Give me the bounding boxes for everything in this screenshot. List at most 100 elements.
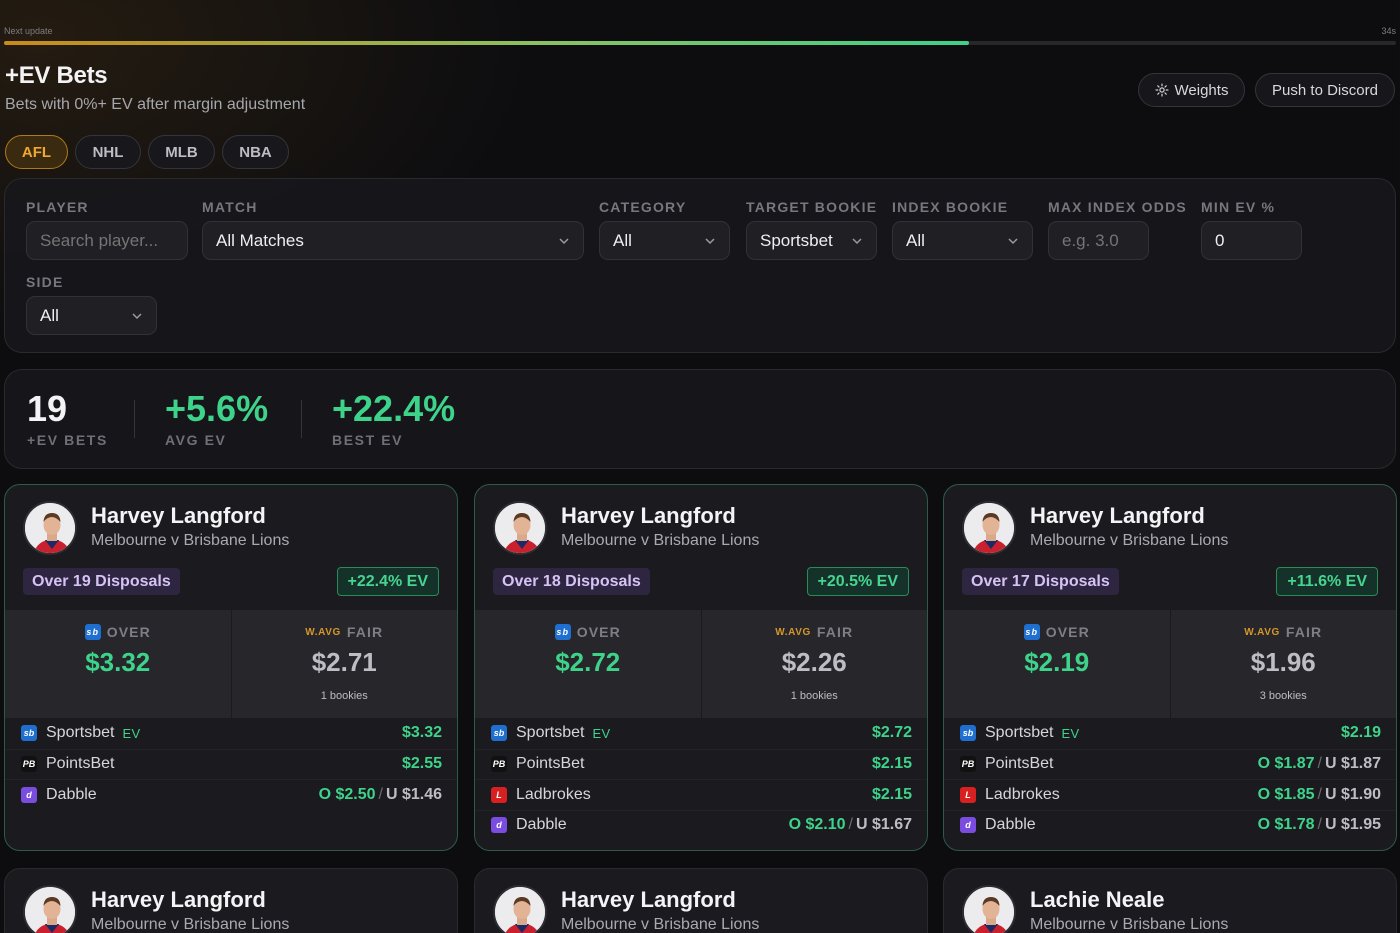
bookie-row: PB PointsBet $2.55 bbox=[5, 748, 457, 780]
bookie-name: Dabble bbox=[985, 816, 1036, 834]
avg-ev-label: AVG EV bbox=[165, 432, 227, 448]
ev-badge: +20.5% EV bbox=[806, 567, 909, 596]
next-update-label: Next update bbox=[4, 26, 53, 36]
bookie-name: Sportsbet bbox=[516, 724, 585, 742]
update-progress-fill bbox=[4, 41, 969, 45]
bet-card[interactable]: Harvey Langford Melbourne v Brisbane Lion… bbox=[943, 484, 1397, 851]
stat-divider bbox=[134, 400, 135, 438]
market-badge: Over 18 Disposals bbox=[493, 568, 650, 595]
tab-nba[interactable]: NBA bbox=[222, 135, 289, 169]
fair-header: W.AVG FAIR bbox=[702, 624, 928, 640]
player-photo bbox=[25, 887, 75, 933]
over-header: sb OVER bbox=[5, 624, 231, 640]
dabble-icon: d bbox=[960, 817, 976, 834]
player-name: Lachie Neale bbox=[1030, 887, 1165, 912]
wavg-label: W.AVG bbox=[775, 626, 811, 638]
ev-tag: EV bbox=[592, 725, 611, 741]
under-price: U $1.67 bbox=[855, 816, 912, 834]
under-price: U $1.46 bbox=[385, 785, 442, 803]
tab-mlb[interactable]: MLB bbox=[148, 135, 215, 169]
ladbrokes-icon: L bbox=[960, 786, 976, 803]
under-price: U $1.90 bbox=[1324, 785, 1381, 803]
category-select[interactable]: All bbox=[599, 221, 730, 260]
push-to-discord-button[interactable]: Push to Discord bbox=[1255, 73, 1395, 107]
ev-bets-label: +EV BETS bbox=[27, 432, 108, 448]
index-bookie-value: All bbox=[906, 230, 925, 250]
player-photo bbox=[495, 503, 545, 553]
player-name: Harvey Langford bbox=[561, 503, 736, 528]
odds-panel: sb OVER $2.19 W.AVG FAIR $1.96 3 bookies bbox=[944, 610, 1396, 718]
bookie-odds: O $2.50/U $1.46 bbox=[319, 786, 442, 804]
bookie-name: Ladbrokes bbox=[985, 785, 1060, 803]
odds-panel: sb OVER $2.72 W.AVG FAIR $2.26 1 bookies bbox=[475, 610, 927, 718]
side-select[interactable]: All bbox=[26, 296, 157, 335]
best-ev-value: +22.4% bbox=[332, 388, 456, 429]
bet-card[interactable]: Harvey Langford Melbourne v Brisbane Lion… bbox=[474, 868, 928, 933]
match-name: Melbourne v Brisbane Lions bbox=[561, 916, 760, 933]
chevron-down-icon bbox=[132, 313, 142, 320]
update-bar: Next update 34s bbox=[4, 26, 1396, 46]
bookie-name: PointsBet bbox=[516, 755, 585, 773]
sportsbet-icon: sb bbox=[491, 725, 507, 742]
over-odds: $2.19 bbox=[1024, 647, 1090, 677]
bookie-row: d Dabble O $1.78/U $1.95 bbox=[944, 809, 1396, 841]
fair-odds: $2.26 bbox=[781, 647, 847, 677]
min-ev-label: MIN EV % bbox=[1201, 199, 1276, 215]
target-bookie-select[interactable]: Sportsbet bbox=[746, 221, 877, 260]
separator: / bbox=[378, 785, 383, 803]
bookie-row: sb Sportsbet EV $2.72 bbox=[475, 718, 927, 749]
tab-nhl[interactable]: NHL bbox=[75, 135, 141, 169]
bookie-odds: O $2.10/U $1.67 bbox=[789, 816, 912, 834]
max-index-odds-input[interactable] bbox=[1048, 221, 1149, 260]
bet-card[interactable]: Harvey Langford Melbourne v Brisbane Lion… bbox=[4, 868, 458, 933]
bet-card[interactable]: Harvey Langford Melbourne v Brisbane Lion… bbox=[4, 484, 458, 851]
dabble-icon: d bbox=[491, 817, 507, 834]
bookie-odds: $2.19 bbox=[1340, 724, 1381, 742]
discord-label: Push to Discord bbox=[1272, 81, 1378, 99]
fair-odds: $2.71 bbox=[311, 647, 377, 677]
pointsbet-icon: PB bbox=[21, 756, 37, 773]
bet-card[interactable]: Harvey Langford Melbourne v Brisbane Lion… bbox=[474, 484, 928, 851]
match-select[interactable]: All Matches bbox=[202, 221, 584, 260]
chevron-down-icon bbox=[852, 238, 862, 245]
bookies-count: 3 bookies bbox=[1259, 690, 1307, 702]
weights-label: Weights bbox=[1174, 81, 1229, 99]
wavg-label: W.AVG bbox=[1244, 626, 1280, 638]
index-bookie-select[interactable]: All bbox=[892, 221, 1033, 260]
separator: / bbox=[1317, 785, 1322, 803]
player-name: Harvey Langford bbox=[91, 887, 266, 912]
sportsbet-icon: sb bbox=[84, 624, 101, 640]
fair-header: W.AVG FAIR bbox=[1171, 624, 1397, 640]
dabble-icon: d bbox=[21, 786, 37, 803]
fair-column: W.AVG FAIR $2.26 1 bookies bbox=[700, 610, 928, 718]
bet-card[interactable]: Lachie Neale Melbourne v Brisbane Lions bbox=[943, 868, 1397, 933]
market-badge: Over 19 Disposals bbox=[23, 568, 180, 595]
tab-afl[interactable]: AFL bbox=[5, 135, 68, 169]
page-subtitle: Bets with 0%+ EV after margin adjustment bbox=[5, 96, 306, 113]
over-price: O $1.78 bbox=[1257, 816, 1315, 834]
player-photo bbox=[964, 503, 1014, 553]
side-filter-label: SIDE bbox=[26, 274, 64, 290]
max-index-odds-label: MAX INDEX ODDS bbox=[1048, 199, 1187, 215]
match-name: Melbourne v Brisbane Lions bbox=[1030, 916, 1229, 933]
sportsbet-icon: sb bbox=[21, 725, 37, 742]
bookie-name: PointsBet bbox=[46, 755, 115, 773]
match-name: Melbourne v Brisbane Lions bbox=[91, 532, 290, 549]
bookie-name: Dabble bbox=[46, 785, 97, 803]
page-title: +EV Bets bbox=[5, 62, 108, 89]
bookie-odds: $3.32 bbox=[401, 724, 442, 742]
stats-panel: 19 +EV BETS +5.6% AVG EV +22.4% BEST EV bbox=[4, 369, 1396, 469]
bookie-odds: O $1.85/U $1.90 bbox=[1258, 786, 1381, 804]
ev-tag: EV bbox=[1061, 725, 1080, 741]
player-search-input[interactable] bbox=[26, 221, 188, 260]
bookie-list: sb Sportsbet EV $2.19 PB PointsBet O $1.87/U $… bbox=[944, 718, 1396, 840]
player-photo bbox=[495, 887, 545, 933]
min-ev-input[interactable]: 0 bbox=[1201, 221, 1302, 260]
bookie-row: d Dabble O $2.10/U $1.67 bbox=[475, 809, 927, 841]
bookie-name: PointsBet bbox=[985, 755, 1054, 773]
bookie-name: Dabble bbox=[516, 816, 567, 834]
sportsbet-icon: sb bbox=[554, 624, 571, 640]
pointsbet-icon: PB bbox=[960, 756, 976, 773]
index-bookie-label: INDEX BOOKIE bbox=[892, 199, 1009, 215]
weights-button[interactable]: Weights bbox=[1138, 73, 1245, 107]
